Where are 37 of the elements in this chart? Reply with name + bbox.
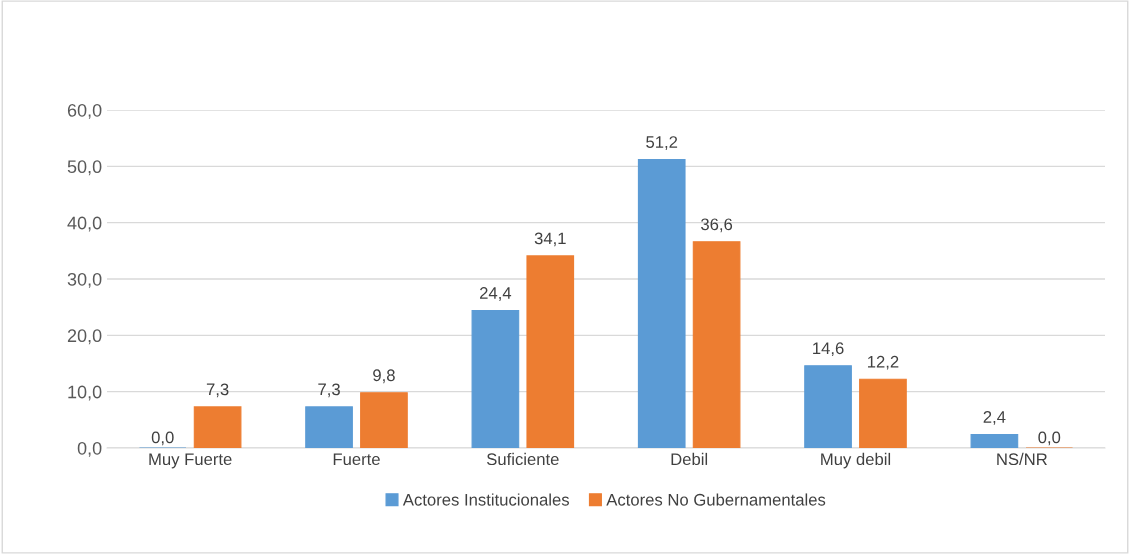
data-label: 9,8 [373, 369, 395, 384]
bar [637, 159, 686, 448]
bar [804, 365, 852, 448]
data-label: 7,3 [318, 383, 340, 398]
y-tick-label: 20,0 [67, 329, 102, 345]
bar [305, 406, 353, 448]
y-tick-label: 30,0 [67, 272, 102, 288]
y-tick-label: 40,0 [67, 216, 102, 232]
data-label: 12,2 [868, 355, 899, 370]
data-label: 34,1 [534, 232, 566, 247]
x-tick-label: Suficiente [487, 452, 559, 466]
bar [526, 255, 575, 448]
x-tick-label: Muy Fuerte [149, 453, 232, 469]
data-label: 36,6 [701, 218, 733, 233]
y-tick-label: 50,0 [67, 160, 102, 176]
legend-label: Actores Institucionales [402, 493, 570, 506]
data-label: 24,4 [480, 287, 512, 301]
x-tick-label: NS/NR [997, 452, 1047, 466]
x-tick-label: Debil [671, 452, 708, 466]
bar [692, 241, 741, 448]
x-tick-label: Muy debil [821, 452, 891, 469]
data-label: 14,6 [813, 342, 844, 357]
data-label: 0,0 [151, 431, 174, 446]
y-tick-label: 0,0 [77, 441, 102, 457]
bar [970, 433, 1019, 448]
bar [471, 309, 520, 448]
y-tick-label: 60,0 [67, 103, 102, 119]
y-tick-label: 10,0 [68, 385, 102, 401]
x-tick-label: Fuerte [333, 453, 380, 466]
data-label: 7,3 [206, 383, 229, 398]
bar [859, 378, 907, 448]
data-label: 2,4 [983, 411, 1006, 425]
bar [360, 392, 408, 448]
data-label: 51,2 [646, 136, 678, 150]
bar [193, 406, 242, 448]
legend-label: Actores No Gubernamentales [606, 493, 826, 506]
data-label: 0,0 [1038, 431, 1061, 446]
